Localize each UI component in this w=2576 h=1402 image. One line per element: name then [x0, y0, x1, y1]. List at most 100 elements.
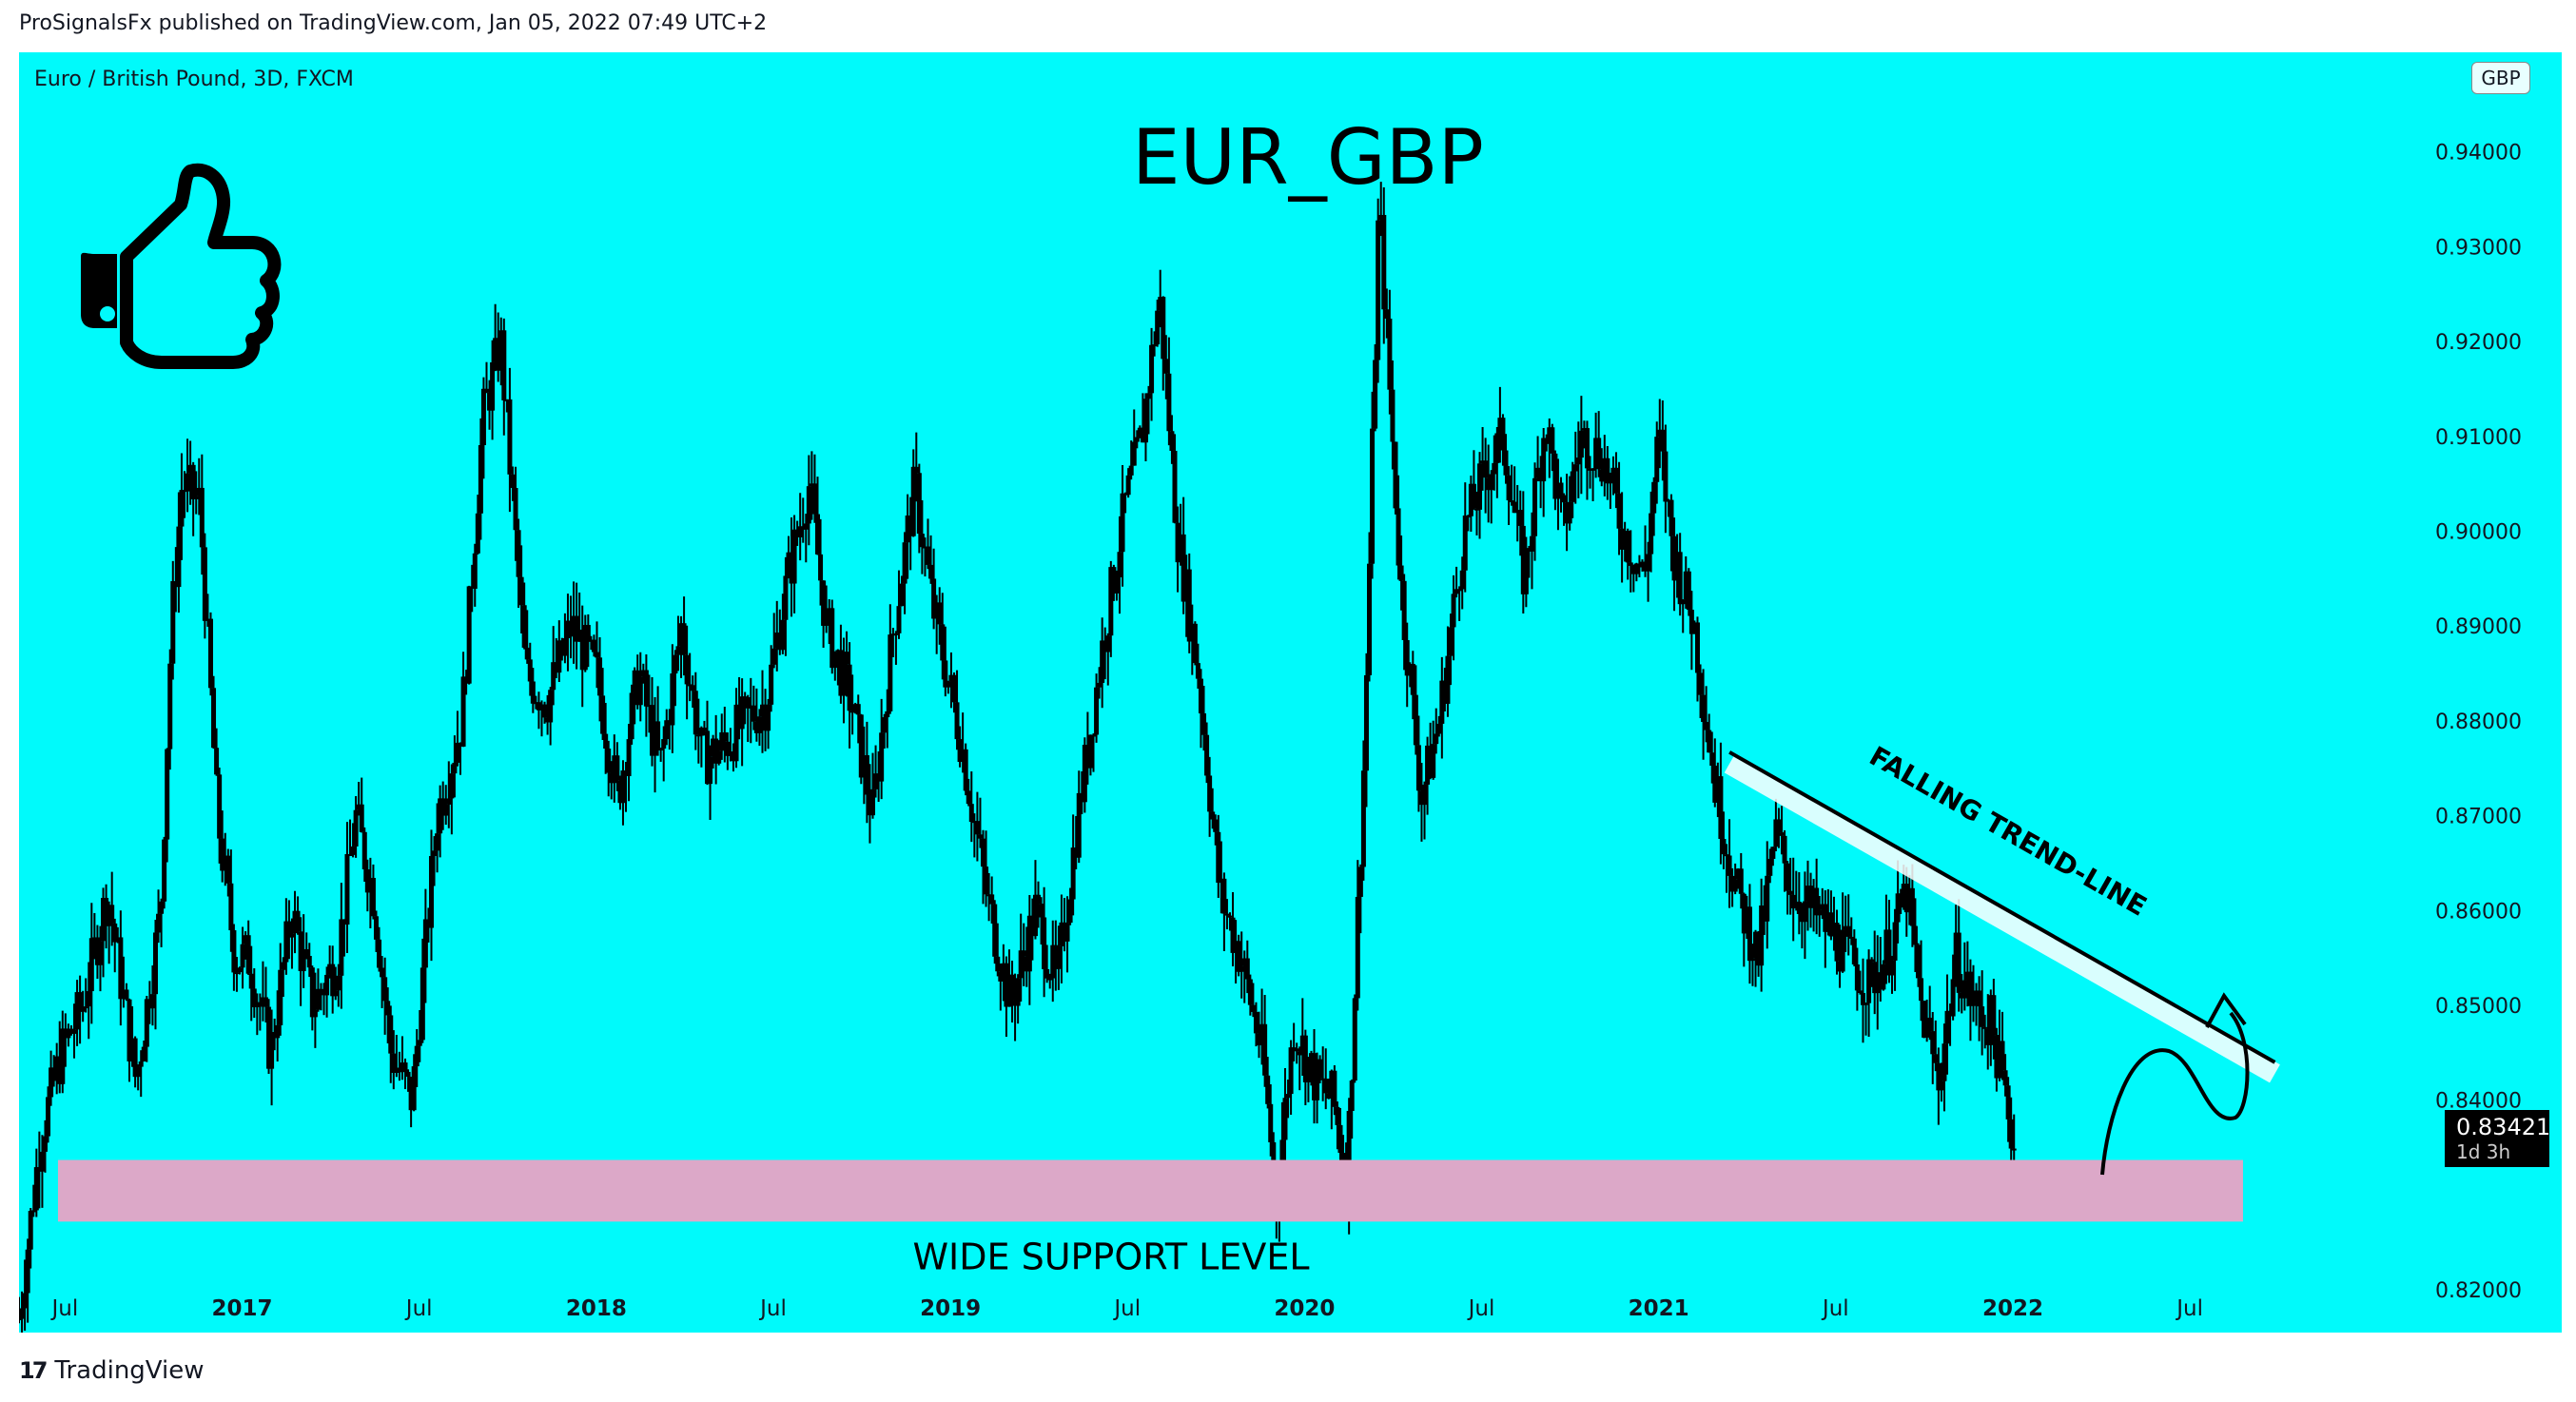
candle-body — [1924, 1017, 1930, 1038]
candle-body — [19, 1308, 25, 1319]
candle-body — [1680, 599, 1686, 605]
candle-body — [1413, 694, 1418, 746]
candle-body — [1643, 561, 1649, 572]
candle-body — [873, 773, 879, 789]
candle-body — [397, 1067, 402, 1073]
chart-area[interactable]: FALLING TREND-LINE WIDE SUPPORT LEVEL 0.… — [19, 52, 2562, 1333]
candle-body — [107, 905, 112, 926]
candle-body — [992, 904, 998, 957]
candle-body — [1831, 923, 1837, 937]
candle-body — [1001, 963, 1006, 982]
candle-body — [411, 1066, 417, 1111]
candle-body — [414, 1045, 420, 1067]
candle-body — [653, 721, 658, 756]
candle-body — [1483, 460, 1489, 478]
candle-body — [101, 898, 107, 942]
candle-body — [1715, 776, 1721, 803]
candle-body — [780, 619, 786, 651]
candle-body — [690, 685, 695, 691]
y-tick-label: 0.84000 — [2435, 1090, 2522, 1114]
candle-body — [1654, 437, 1660, 482]
candle-body — [1590, 468, 1596, 471]
candle-body — [954, 702, 960, 740]
candle-body — [684, 654, 690, 685]
candle-body — [995, 956, 1001, 972]
candle-body — [1834, 923, 1840, 962]
candle-body — [1305, 1058, 1311, 1082]
candle-body — [1181, 534, 1186, 602]
candle-body — [1613, 467, 1619, 494]
candle-body — [1581, 428, 1587, 431]
candle-body — [1244, 958, 1250, 980]
candle-body — [1770, 847, 1776, 859]
candle-body — [289, 933, 295, 938]
candle-body — [449, 773, 455, 799]
candle-body — [1915, 944, 1921, 979]
candle-body — [1425, 745, 1431, 785]
candle-body — [400, 1062, 405, 1073]
candle-body — [1919, 978, 1924, 1002]
y-tick-label: 0.92000 — [2435, 331, 2522, 355]
candle-body — [1349, 1081, 1355, 1111]
candle-body — [51, 1067, 57, 1081]
candle-body — [786, 552, 791, 576]
candle-body — [1497, 418, 1503, 434]
candle-body — [1517, 510, 1523, 526]
candle-body — [405, 1071, 411, 1078]
candle-body — [588, 639, 594, 642]
candle-body — [1204, 734, 1210, 776]
candle-body — [1024, 956, 1029, 972]
candle-body — [385, 1001, 391, 1016]
candle-body — [675, 646, 681, 655]
candle-body — [963, 749, 968, 791]
candle-body — [170, 580, 176, 664]
candle-body — [1843, 925, 1848, 930]
candle-body — [1683, 571, 1688, 600]
candle-body — [1741, 893, 1747, 934]
candle-body — [1384, 309, 1390, 319]
footer-brand[interactable]: 17 TradingView — [19, 1354, 205, 1387]
candle-body — [1608, 475, 1613, 484]
candle-body — [42, 1136, 48, 1152]
candle-body — [1933, 1054, 1939, 1063]
candle-body — [893, 633, 899, 635]
candle-body — [1367, 563, 1373, 675]
candle-body — [322, 992, 327, 996]
candle-body — [1084, 745, 1090, 769]
candle-body — [1808, 886, 1814, 908]
candle-body — [658, 749, 664, 751]
candle-body — [182, 490, 187, 493]
candle-body — [1087, 734, 1093, 769]
candle-body — [1817, 909, 1823, 916]
candle-body — [1315, 1059, 1320, 1100]
candle-body — [435, 833, 440, 851]
candle-body — [1677, 552, 1683, 605]
candle-body — [1974, 990, 1980, 1003]
x-tick-label: 2020 — [1274, 1296, 1335, 1321]
candle-body — [1009, 974, 1015, 1001]
publish-header: ProSignalsFx published on TradingView.co… — [19, 11, 768, 35]
symbol-legend[interactable]: Euro / British Pound, 3D, FXCM — [34, 68, 354, 91]
candle-body — [1759, 905, 1765, 966]
candles-layer — [19, 182, 2017, 1333]
candle-body — [1738, 868, 1744, 894]
candle-body — [1241, 958, 1247, 966]
candle-body — [1039, 904, 1044, 918]
candle-body — [109, 905, 115, 924]
candle-body — [1688, 610, 1694, 634]
candle-body — [1837, 961, 1843, 972]
chart-canvas[interactable]: FALLING TREND-LINE WIDE SUPPORT LEVEL 0.… — [19, 52, 2562, 1333]
candle-body — [391, 1053, 397, 1073]
candle-body — [336, 975, 342, 991]
currency-button[interactable]: GBP — [2471, 62, 2530, 94]
candle-body — [974, 821, 980, 835]
candle-body — [74, 992, 80, 1030]
y-tick-label: 0.90000 — [2435, 521, 2522, 545]
candle-body — [626, 739, 632, 776]
candle-body — [1848, 936, 1854, 939]
candle-body — [1239, 965, 1244, 972]
candle-body — [797, 526, 803, 537]
candle-body — [1906, 887, 1912, 913]
candle-body — [1584, 428, 1590, 469]
candle-body — [1651, 481, 1657, 514]
